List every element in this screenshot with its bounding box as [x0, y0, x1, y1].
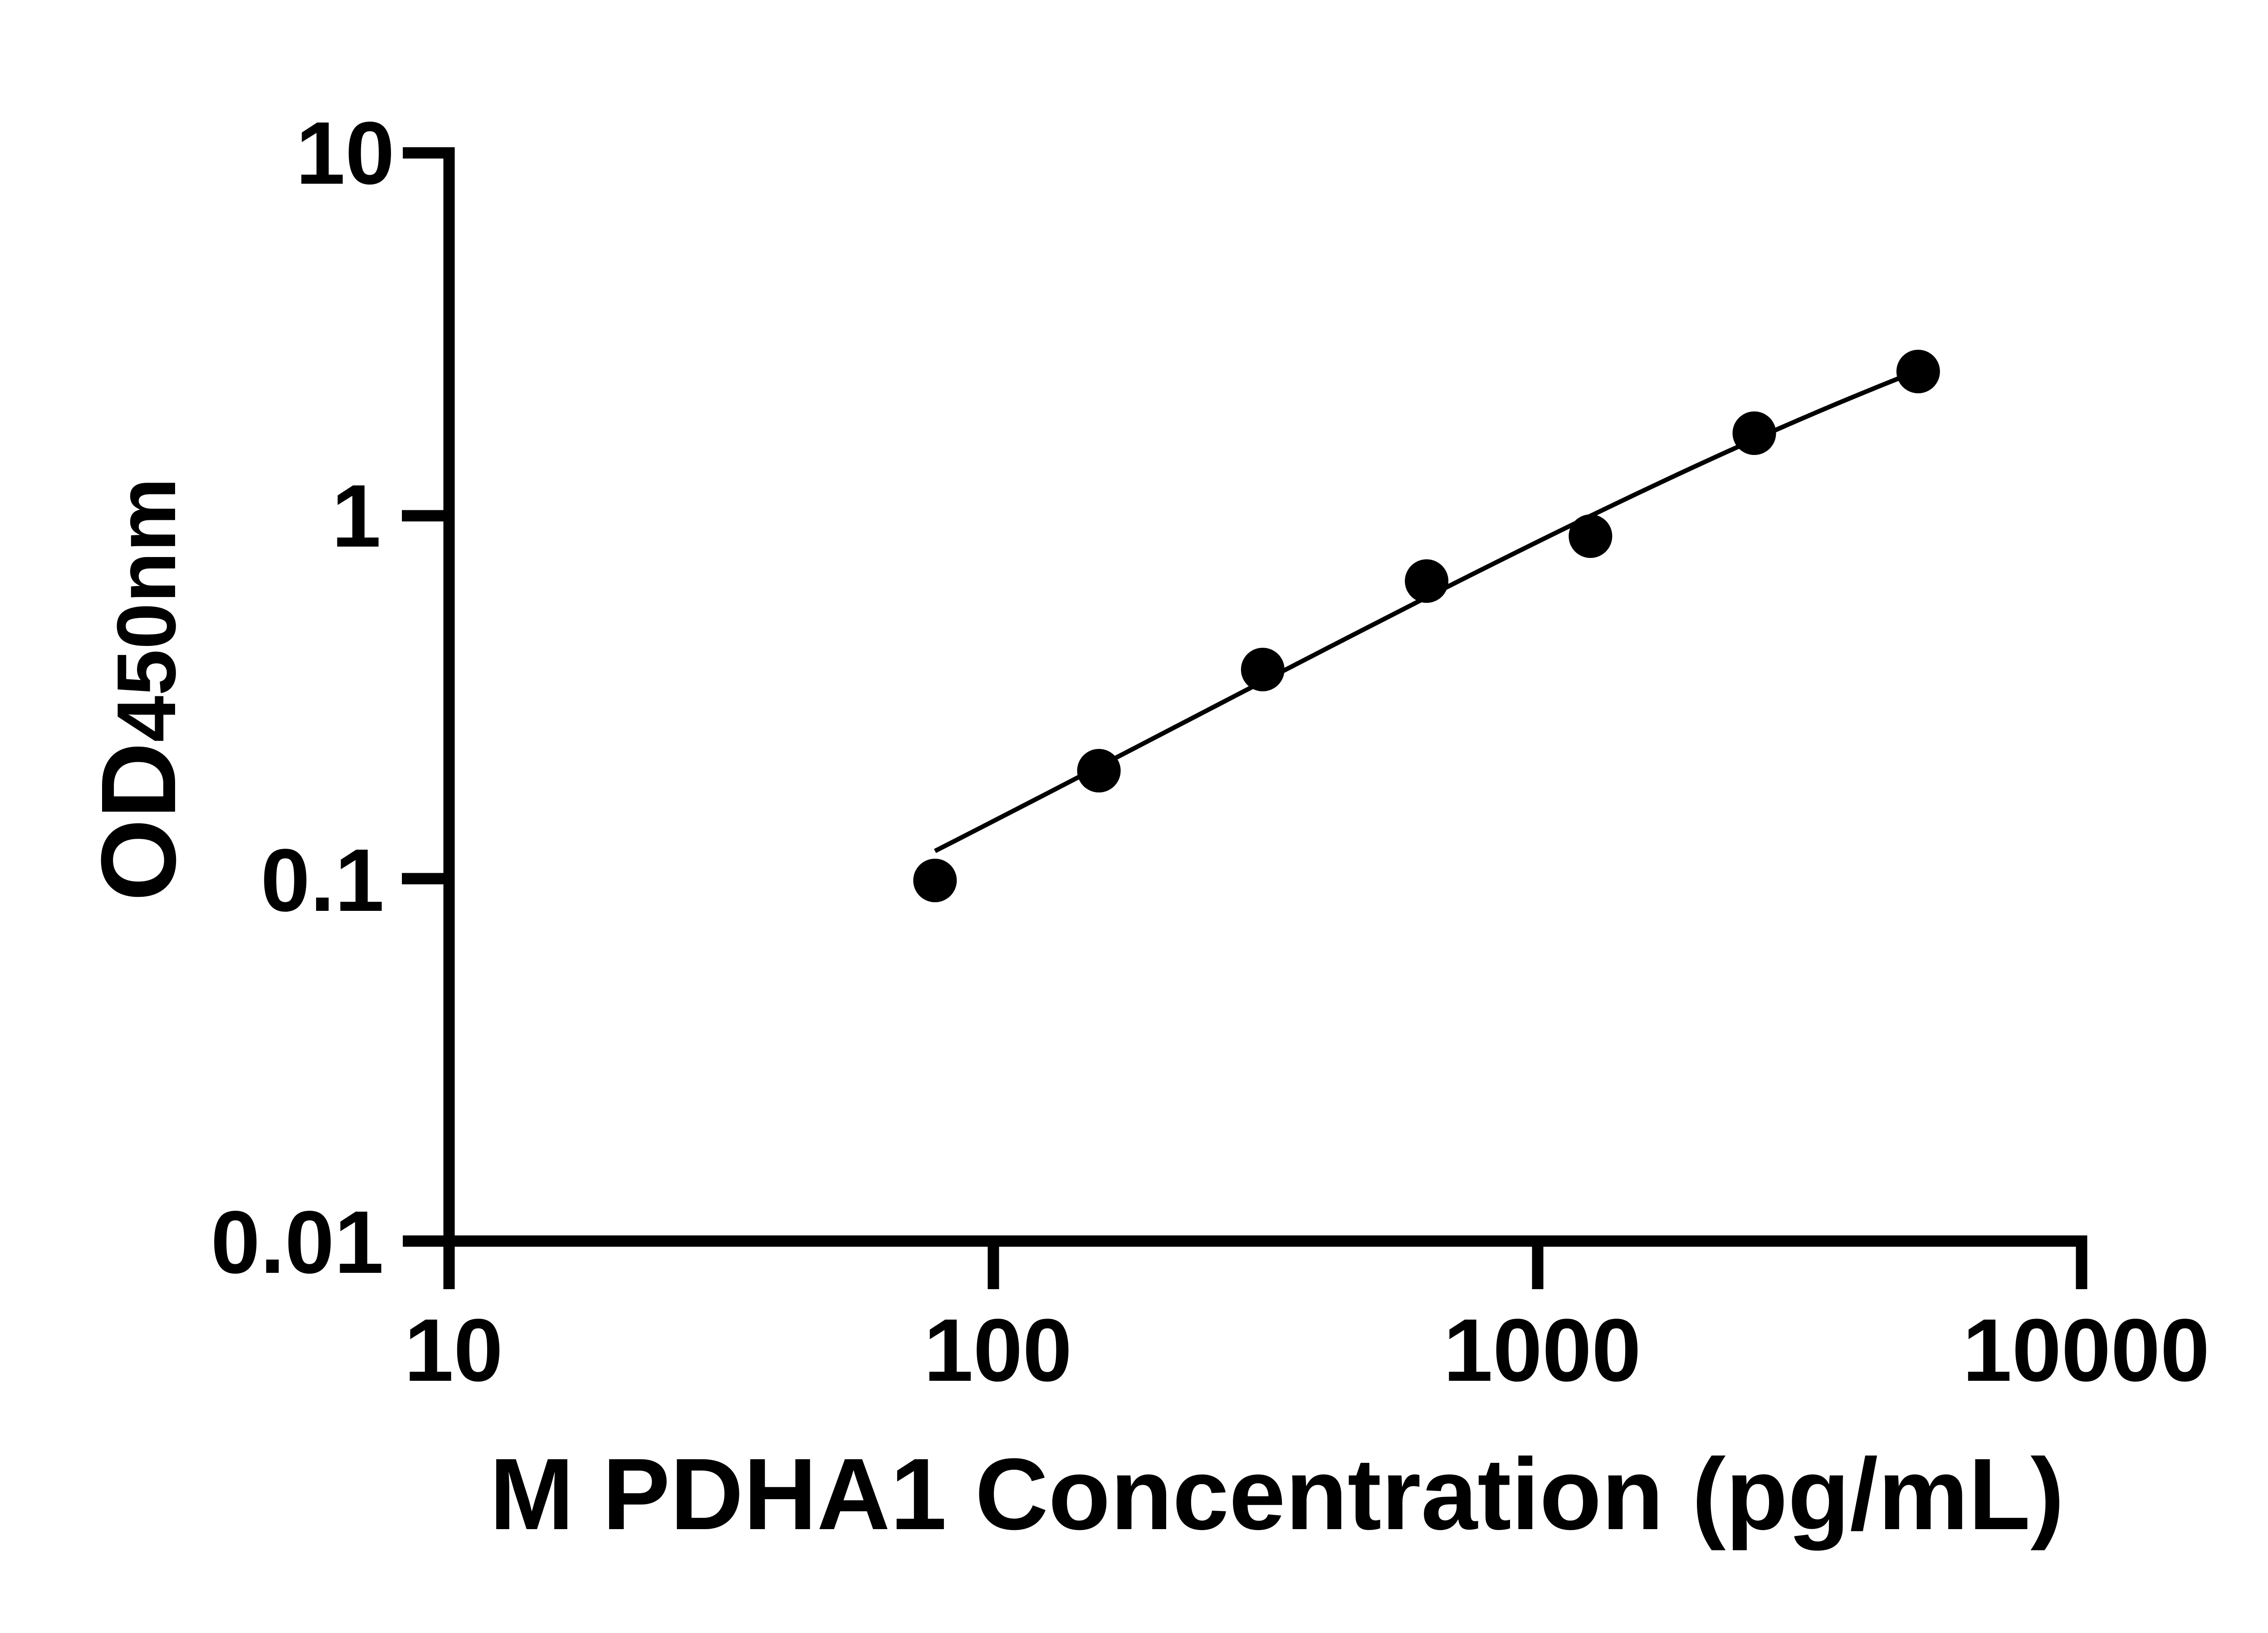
svg-text:10: 10 [296, 103, 395, 203]
svg-text:10: 10 [404, 1301, 503, 1400]
svg-text:10000: 10000 [1962, 1301, 2209, 1400]
svg-text:0.1: 0.1 [261, 831, 384, 930]
svg-text:OD450nm: OD450nm [79, 478, 198, 901]
svg-text:1000: 1000 [1443, 1301, 1641, 1400]
svg-text:M PDHA1 Concentration (pg/mL): M PDHA1 Concentration (pg/mL) [489, 1437, 2064, 1551]
svg-text:100: 100 [924, 1301, 1072, 1400]
svg-text:1: 1 [332, 466, 381, 566]
svg-text:0.01: 0.01 [211, 1193, 384, 1292]
